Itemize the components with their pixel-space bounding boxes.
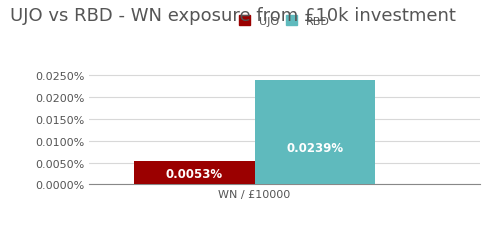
Bar: [134, 161, 254, 184]
Text: UJO vs RBD - WN exposure from £10k investment: UJO vs RBD - WN exposure from £10k inves…: [10, 7, 456, 25]
Text: 0.0239%: 0.0239%: [286, 142, 343, 155]
Text: 0.0053%: 0.0053%: [166, 168, 223, 181]
Bar: [254, 81, 375, 184]
Legend: UJO, RBD: UJO, RBD: [237, 14, 332, 29]
